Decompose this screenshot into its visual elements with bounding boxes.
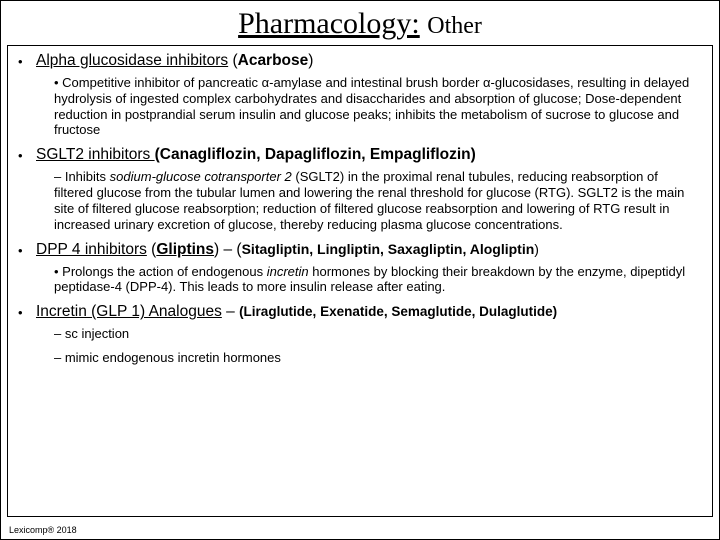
- slide-frame: Pharmacology: Other • Alpha glucosidase …: [0, 0, 720, 540]
- heading-underline: SGLT2 inhibitors: [36, 146, 155, 163]
- slide-title: Pharmacology: Other: [1, 1, 719, 43]
- heading-bold: Sitagliptin, Lingliptin, Saxagliptin, Al…: [242, 241, 535, 257]
- sub-bullet: – mimic endogenous incretin hormones: [54, 350, 696, 366]
- bullet-heading: SGLT2 inhibitors (Canagliflozin, Dapagli…: [36, 146, 476, 165]
- sub-line: – mimic endogenous incretin hormones: [54, 350, 281, 365]
- sub-line: – sc injection: [54, 326, 129, 341]
- bullet-marker: •: [18, 146, 36, 164]
- sub-prefix: – Inhibits: [54, 169, 110, 184]
- bullet-heading: DPP 4 inhibitors (Gliptins) – (Sitaglipt…: [36, 241, 539, 260]
- sub-text: Prolongs the action of endogenous: [62, 264, 267, 279]
- heading-tail: ): [471, 146, 476, 163]
- bullet-item: • SGLT2 inhibitors (Canagliflozin, Dapag…: [18, 146, 702, 165]
- title-main: Pharmacology:: [238, 7, 420, 40]
- content-box: • Alpha glucosidase inhibitors (Acarbose…: [7, 45, 713, 517]
- heading-text: (: [147, 241, 156, 258]
- bullet-item: • Alpha glucosidase inhibitors (Acarbose…: [18, 52, 702, 71]
- bullet-marker: •: [18, 303, 36, 321]
- bullet-item: • DPP 4 inhibitors (Gliptins) – (Sitagli…: [18, 241, 702, 260]
- bullet-marker: •: [18, 52, 36, 70]
- heading-tail: ): [308, 52, 313, 69]
- sub-bullet: • Prolongs the action of endogenous incr…: [54, 264, 696, 296]
- heading-underline: DPP 4 inhibitors: [36, 241, 147, 258]
- sub-prefix: •: [54, 75, 62, 90]
- heading-text: –: [222, 303, 239, 320]
- heading-mid: ) – (: [214, 241, 242, 258]
- bullet-marker: •: [18, 241, 36, 259]
- sub-prefix: •: [54, 264, 62, 279]
- sub-bullet: – sc injection: [54, 326, 696, 342]
- heading-bold-underline: Gliptins: [156, 241, 214, 258]
- footer-citation: Lexicomp® 2018: [9, 525, 77, 535]
- sub-italic: sodium-glucose cotransporter 2: [110, 169, 292, 184]
- heading-bold: Canagliflozin, Dapagliflozin, Empagliflo…: [160, 146, 471, 163]
- heading-underline: Incretin (GLP 1) Analogues: [36, 303, 222, 320]
- sub-text: Competitive inhibitor of pancreatic α-am…: [54, 75, 689, 138]
- sub-italic: incretin: [267, 264, 309, 279]
- heading-underline: Alpha glucosidase inhibitors: [36, 52, 228, 69]
- heading-bold: Acarbose: [238, 52, 309, 69]
- sub-bullet: • Competitive inhibitor of pancreatic α-…: [54, 75, 696, 138]
- title-sub: Other: [427, 13, 482, 39]
- bullet-item: • Incretin (GLP 1) Analogues – (Liraglut…: [18, 303, 702, 322]
- sub-bullet: – Inhibits sodium-glucose cotransporter …: [54, 169, 696, 232]
- bullet-heading: Incretin (GLP 1) Analogues – (Liraglutid…: [36, 303, 557, 322]
- bullet-heading: Alpha glucosidase inhibitors (Acarbose): [36, 52, 313, 71]
- heading-text: (: [228, 52, 237, 69]
- heading-bold: (Liraglutide, Exenatide, Semaglutide, Du…: [239, 304, 557, 319]
- heading-tail: ): [534, 241, 539, 257]
